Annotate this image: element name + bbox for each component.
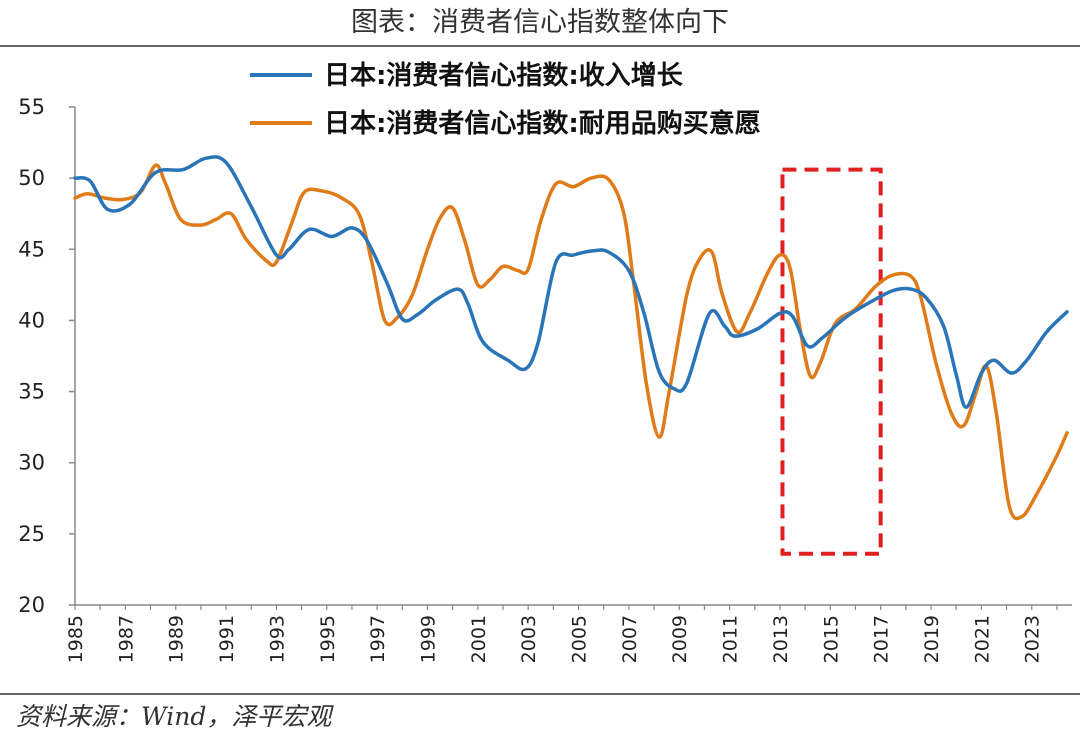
- x-tick-label: 1999: [417, 615, 439, 663]
- y-tick-label: 55: [18, 95, 45, 119]
- x-tick-label: 2007: [619, 615, 641, 663]
- y-tick-label: 20: [18, 593, 45, 617]
- x-tick-label: 1985: [65, 615, 87, 663]
- series-line-2: [73, 163, 1069, 521]
- x-tick-label: 1991: [216, 615, 238, 663]
- x-tick-label: 2017: [871, 615, 893, 663]
- x-tick-label: 2009: [669, 615, 691, 663]
- y-tick-label: 35: [18, 380, 45, 404]
- y-tick-label: 40: [18, 308, 45, 332]
- line-chart: 20 25 30 35 40 45 50 55 1985 1987 1989 1991 1993 1995…: [18, 60, 1072, 663]
- x-tick-label: 2015: [820, 615, 842, 663]
- x-tick-label: 2005: [569, 615, 591, 663]
- x-tick-label: 1989: [166, 615, 188, 663]
- x-tick-label: 2001: [468, 615, 490, 663]
- highlight-box: [780, 167, 883, 556]
- x-tick-label: 2019: [921, 615, 943, 663]
- page-title: 图表：消费者信心指数整体向下: [351, 7, 729, 38]
- y-tick-label: 30: [18, 451, 45, 475]
- legend-label-2: 日本:消费者信心指数:耐用品购买意愿: [324, 108, 761, 139]
- x-tick-label: 1987: [115, 615, 137, 663]
- x-tick-label: 2003: [518, 615, 540, 663]
- highlight-box-layer: [780, 167, 883, 556]
- y-tick-label: 45: [18, 237, 45, 261]
- source-divider: [0, 693, 1080, 695]
- x-tick-label: 2021: [971, 615, 993, 663]
- legend-label-1: 日本:消费者信心指数:收入增长: [324, 60, 684, 91]
- x-tick-label: 1993: [266, 615, 288, 663]
- source-note: 资料来源：Wind，泽平宏观: [16, 702, 332, 731]
- y-tick-label: 25: [18, 522, 45, 546]
- x-tick-label: 2013: [770, 615, 792, 663]
- x-tick-label: 1995: [317, 615, 339, 663]
- x-tick-label: 2011: [720, 615, 742, 663]
- y-tick-label: 50: [18, 166, 45, 190]
- series-lines: [73, 155, 1069, 521]
- x-tick-label: 2023: [1022, 615, 1044, 663]
- x-tick-label: 1997: [367, 615, 389, 663]
- series-line-1: [73, 155, 1069, 409]
- title-divider: [0, 45, 1080, 47]
- chart-axes: 20 25 30 35 40 45 50 55 1985 1987 1989 1991 1993 1995…: [18, 95, 1072, 663]
